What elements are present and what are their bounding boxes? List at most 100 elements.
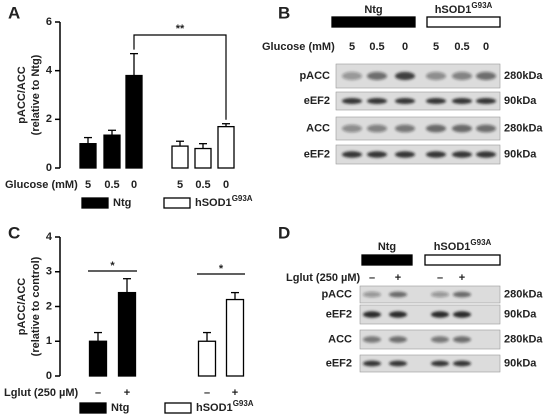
- blot-strip: [359, 354, 501, 373]
- y-axis-label: pACC/ACC: [16, 66, 28, 123]
- lane-label: 5: [433, 41, 439, 53]
- y-axis-label: pACC/ACC: [16, 278, 28, 335]
- size-label: 90kDa: [504, 308, 537, 320]
- blot-band: [426, 124, 446, 133]
- legend-swatch: [79, 402, 107, 414]
- blot-band: [395, 124, 415, 133]
- lane-label: 0: [483, 41, 489, 53]
- lane-label: +: [459, 272, 465, 284]
- blot-band: [453, 360, 471, 367]
- blot-band: [476, 124, 496, 133]
- y-tick-label: 2: [46, 113, 52, 125]
- x-tick-label: 0: [131, 179, 137, 191]
- blot-band: [342, 151, 362, 158]
- protein-label: pACC: [299, 70, 330, 82]
- blot-band: [367, 124, 387, 133]
- panel-letter: D: [278, 223, 290, 242]
- y-tick-label: 0: [46, 162, 52, 174]
- legend-swatch: [164, 402, 192, 414]
- blot-band: [342, 71, 362, 81]
- blot-band: [389, 311, 407, 318]
- blot-strip: [359, 285, 501, 304]
- superscript: G93A: [233, 399, 254, 408]
- protein-label: eEF2: [326, 308, 352, 320]
- x-axis-label: Glucose (mM): [5, 179, 78, 191]
- lane-label: –: [437, 272, 443, 284]
- blot-band: [367, 71, 387, 81]
- protein-label: ACC: [306, 122, 330, 134]
- y-tick-label: 1: [46, 335, 52, 347]
- blot-band: [431, 360, 449, 367]
- protein-label: ACC: [328, 333, 352, 345]
- significance-bracket: [133, 34, 227, 120]
- blot-band: [363, 311, 381, 318]
- blot-band: [452, 124, 472, 133]
- legend-label: Ntg: [113, 197, 131, 209]
- blot-band: [342, 124, 362, 133]
- x-tick-label: 5: [177, 179, 183, 191]
- legend-swatch: [163, 197, 191, 209]
- panel-letter: C: [8, 223, 20, 242]
- name: Ntg: [378, 241, 396, 253]
- blot-band: [453, 311, 471, 318]
- legend-label: hSOD1G93A: [434, 238, 492, 253]
- group-bar: [361, 254, 413, 266]
- bar: [225, 298, 245, 377]
- x-tick-label: –: [95, 387, 101, 399]
- y-tick-label: 2: [46, 300, 52, 312]
- x-tick-label: +: [124, 387, 130, 399]
- blot-band: [476, 71, 496, 81]
- y-axis-label: (relative to control): [30, 256, 42, 356]
- size-label: 280kDa: [504, 333, 543, 345]
- legend-label: Ntg: [364, 4, 382, 16]
- blot-band: [426, 71, 446, 81]
- blot-band: [363, 291, 381, 298]
- superscript: G93A: [471, 1, 492, 10]
- name: Ntg: [113, 197, 131, 209]
- name: hSOD1: [434, 241, 471, 253]
- size-label: 280kDa: [504, 288, 543, 300]
- blot-strip: [335, 144, 501, 165]
- size-label: 280kDa: [504, 70, 543, 82]
- bar: [79, 143, 97, 169]
- protein-label: pACC: [321, 288, 352, 300]
- blot-strip: [359, 329, 501, 350]
- x-tick-label: 5: [85, 179, 91, 191]
- name: hSOD1: [435, 4, 472, 16]
- name: hSOD1: [195, 197, 232, 209]
- significance-label: *: [110, 260, 115, 272]
- lane-label: 0.5: [454, 41, 469, 53]
- bar: [171, 145, 189, 169]
- bar: [194, 147, 212, 169]
- blot-band: [363, 336, 381, 343]
- bar: [103, 134, 121, 169]
- blot-band: [389, 360, 407, 367]
- blot-band: [367, 151, 387, 158]
- blot-band: [452, 151, 472, 158]
- legend-swatch: [81, 197, 109, 209]
- name: hSOD1: [196, 402, 233, 414]
- y-tick-label: 4: [46, 231, 53, 243]
- legend-label: hSOD1G93A: [435, 1, 493, 16]
- blot-strip: [335, 63, 501, 89]
- blot-band: [363, 360, 381, 367]
- blot-band: [431, 336, 449, 343]
- blot-band: [389, 336, 407, 343]
- blot-band: [431, 291, 449, 298]
- blot-band: [476, 151, 496, 158]
- y-tick-label: 0: [46, 370, 52, 382]
- superscript: G93A: [470, 238, 491, 247]
- panel-letter: A: [8, 3, 20, 22]
- x-axis-label: Lglut (250 µM): [4, 387, 79, 399]
- group-bar: [424, 254, 501, 266]
- x-tick-label: 0: [223, 179, 229, 191]
- y-tick-label: 3: [46, 266, 52, 278]
- panel-letter: B: [278, 3, 290, 22]
- y-axis-label: (relative to Ntg): [30, 54, 42, 135]
- size-label: 90kDa: [504, 148, 537, 160]
- size-label: 90kDa: [504, 357, 537, 369]
- x-tick-label: 0.5: [195, 179, 210, 191]
- bar: [88, 340, 108, 377]
- blot-band: [476, 97, 496, 105]
